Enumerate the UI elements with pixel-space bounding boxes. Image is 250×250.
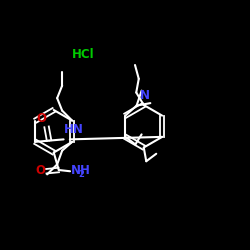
Text: 2: 2 bbox=[78, 170, 84, 179]
Text: O: O bbox=[36, 112, 46, 125]
Text: HCl: HCl bbox=[72, 48, 95, 60]
Text: HN: HN bbox=[64, 123, 84, 136]
Text: N: N bbox=[140, 89, 150, 102]
Text: O: O bbox=[36, 164, 46, 177]
Text: NH: NH bbox=[71, 164, 91, 177]
